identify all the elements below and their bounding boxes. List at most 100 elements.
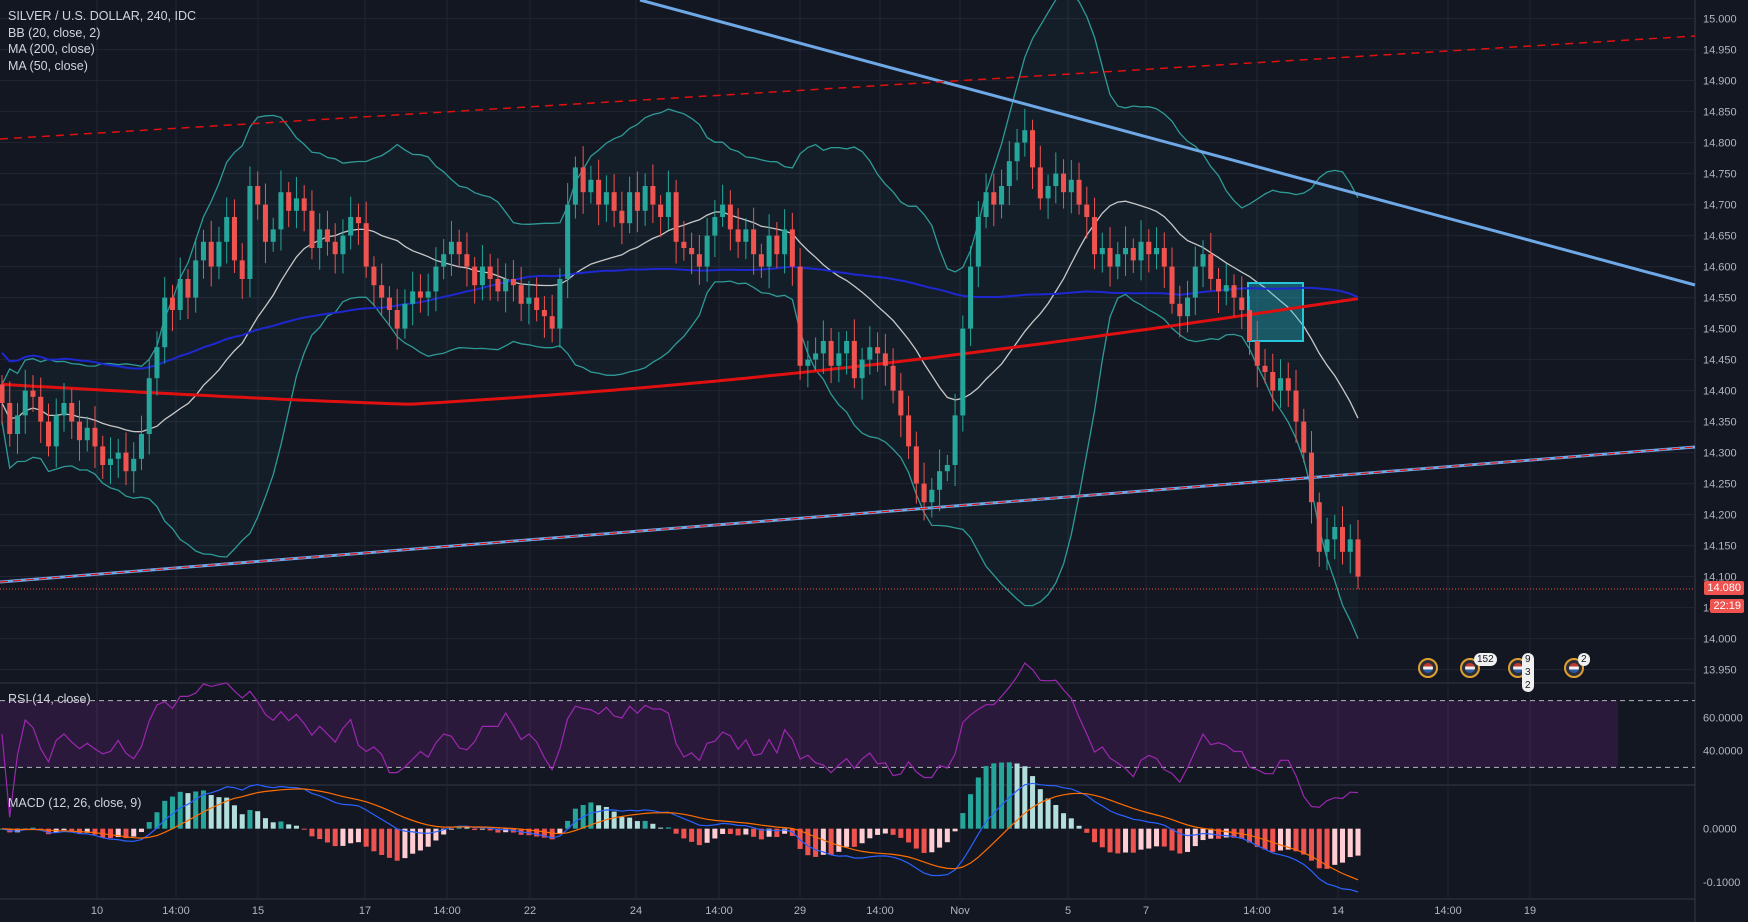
candle-body xyxy=(0,384,5,403)
macd-histogram-bar xyxy=(355,828,361,843)
candle-body xyxy=(1154,248,1160,255)
y-tick-label: 14.800 xyxy=(1703,138,1737,150)
candle-body xyxy=(293,198,299,211)
x-tick-label: 7 xyxy=(1143,905,1149,917)
candle-body xyxy=(410,291,416,304)
indicator-bb[interactable]: BB (20, close, 2) xyxy=(8,25,101,40)
candle-body xyxy=(348,217,354,236)
us-flag-event-icon[interactable]: 9 3 2 xyxy=(1508,653,1534,692)
candle-body xyxy=(844,341,850,354)
macd-histogram-bar xyxy=(596,805,602,829)
candle-body xyxy=(1169,266,1175,304)
candle-body xyxy=(1347,539,1353,552)
candle-body xyxy=(14,415,21,434)
rsi-pane xyxy=(0,662,1695,818)
macd-histogram-bar xyxy=(1169,828,1175,851)
x-tick-label: 24 xyxy=(630,905,642,917)
candle-body xyxy=(324,229,330,242)
x-tick-label: 14:00 xyxy=(705,905,733,917)
macd-histogram-bar xyxy=(619,817,625,829)
candle-body xyxy=(1185,297,1191,317)
y-tick-label: 14.550 xyxy=(1703,293,1737,305)
trendlines[interactable] xyxy=(0,0,1696,584)
candle-body xyxy=(355,217,361,224)
macd-histogram-bar xyxy=(417,828,423,851)
candle-body xyxy=(1045,186,1051,199)
candle-body xyxy=(727,204,733,230)
macd-histogram-bar xyxy=(1130,828,1136,853)
bb-basis xyxy=(1,200,1359,433)
us-flag-event-icon[interactable]: 152 xyxy=(1460,653,1497,678)
candle-body xyxy=(704,235,710,267)
candle-body xyxy=(154,347,160,379)
us-flag-event-icon[interactable]: 2 xyxy=(1564,653,1590,678)
candle-body xyxy=(634,192,640,211)
macd-histogram-bar xyxy=(138,828,144,833)
macd-histogram-bar xyxy=(673,828,679,834)
candle-body xyxy=(1308,452,1315,503)
candle-body xyxy=(789,229,795,267)
macd-histogram-bar xyxy=(898,828,904,838)
y-tick-label: 14.350 xyxy=(1703,417,1737,429)
macd-histogram-bar xyxy=(1084,828,1090,833)
indicator-ma200[interactable]: MA (200, close) xyxy=(8,42,95,57)
candle-body xyxy=(665,192,671,217)
macd-histogram-bar xyxy=(712,828,718,839)
candle-body xyxy=(510,279,516,286)
macd-histogram-bar xyxy=(76,828,83,834)
macd-histogram-bar xyxy=(14,828,21,833)
macd-histogram-bar xyxy=(867,828,873,839)
candle-body xyxy=(371,266,377,286)
macd-histogram-bar xyxy=(363,828,369,847)
candle-body xyxy=(541,310,547,317)
macd-histogram-bar xyxy=(262,818,268,829)
event-count: 152 xyxy=(1474,653,1497,666)
macd-histogram-bar xyxy=(255,811,261,829)
macd-title[interactable]: MACD (12, 26, close, 9) xyxy=(8,796,142,810)
candle-body xyxy=(146,378,152,434)
ma200-line xyxy=(1,297,1359,406)
macd-histogram-bar xyxy=(1092,828,1098,843)
macd-histogram-bar xyxy=(797,828,803,849)
us-flag-event-icon[interactable] xyxy=(1418,658,1438,678)
candle-body xyxy=(1254,341,1260,366)
x-tick-label: 22 xyxy=(524,905,536,917)
candle-body xyxy=(1115,254,1121,267)
candle-body xyxy=(286,192,292,211)
candle-body xyxy=(557,279,563,329)
candle-body xyxy=(913,446,919,484)
y-tick-label: 13.950 xyxy=(1703,665,1737,677)
macd-histogram-bar xyxy=(681,828,687,839)
macd-histogram-bar xyxy=(1277,828,1284,851)
macd-histogram-bar xyxy=(1185,828,1191,852)
rsi-tick-label: 60.0000 xyxy=(1703,712,1743,724)
macd-histogram-bar xyxy=(270,822,276,829)
indicator-ma50[interactable]: MA (50, close) xyxy=(8,58,88,73)
macd-histogram-bar xyxy=(929,828,935,853)
macd-histogram-bar xyxy=(177,791,183,829)
candle-body xyxy=(76,421,83,441)
candle-body xyxy=(650,186,656,205)
candle-body xyxy=(859,359,865,379)
candle-body xyxy=(1239,297,1245,310)
rsi-title[interactable]: RSI (14, close) xyxy=(8,692,91,706)
candle-body xyxy=(200,241,206,261)
macd-histogram-bar xyxy=(293,825,299,829)
candle-body xyxy=(712,217,718,236)
macd-histogram-bar xyxy=(1006,762,1012,829)
candle-body xyxy=(518,285,524,304)
macd-histogram-bar xyxy=(944,828,950,843)
rsi-line xyxy=(1,662,1359,818)
candle-body xyxy=(1223,285,1229,292)
x-tick-label: Nov xyxy=(950,905,970,917)
candle-body xyxy=(1192,266,1198,298)
candle-body xyxy=(208,241,214,267)
macd-histogram-bar xyxy=(1285,828,1291,850)
macd-histogram-bar xyxy=(379,828,385,855)
candle-body xyxy=(611,192,617,211)
macd-histogram-bar xyxy=(851,828,857,847)
macd-histogram-bar xyxy=(386,828,392,858)
x-tick-label: 14:00 xyxy=(866,905,894,917)
y-tick-label: 14.700 xyxy=(1703,200,1737,212)
